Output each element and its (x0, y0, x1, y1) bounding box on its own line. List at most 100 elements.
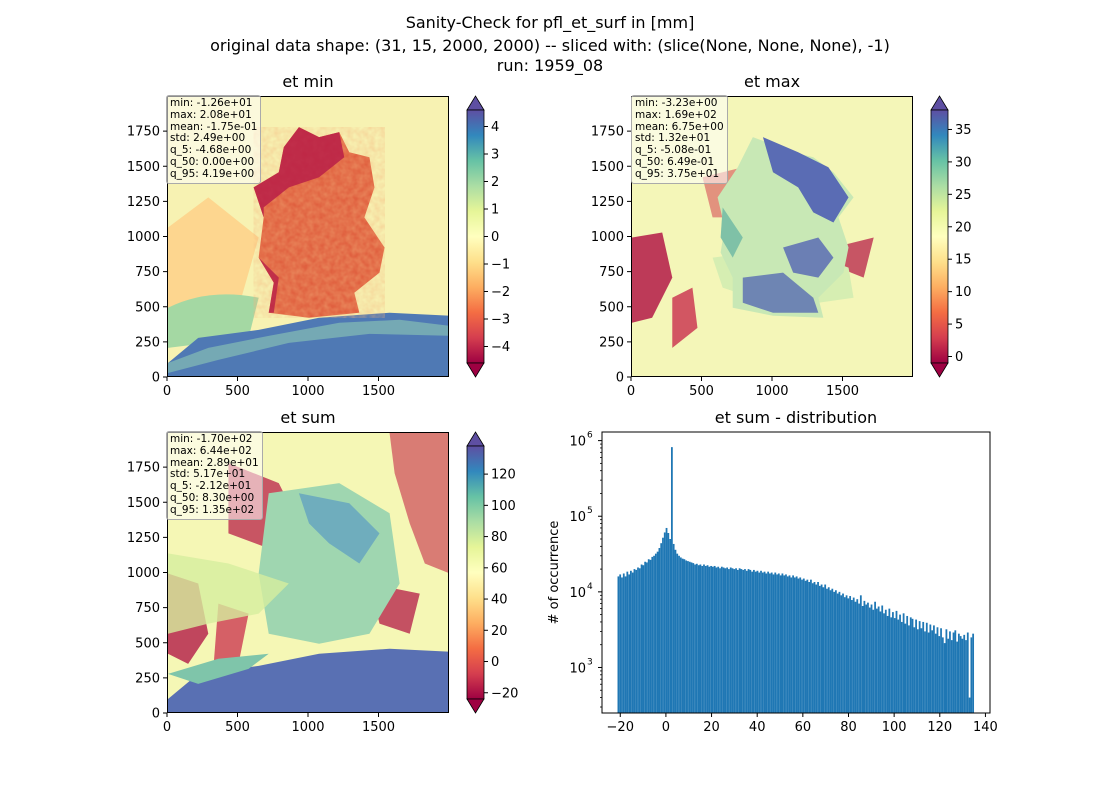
x-tick-label: 100 (882, 720, 907, 735)
histogram-bar (776, 574, 778, 713)
histogram-bar (622, 573, 625, 713)
histogram-bar (865, 604, 868, 713)
histogram-bar (724, 568, 727, 713)
histogram-bar (617, 576, 620, 713)
histogram-bar (747, 569, 750, 713)
histogram-bar (858, 603, 860, 713)
histogram-bar (911, 618, 914, 713)
histogram-bar (961, 638, 964, 713)
histogram-bar (756, 570, 759, 713)
histogram-bar (933, 625, 935, 713)
histogram-bar (772, 574, 775, 713)
histogram-bar (646, 562, 648, 713)
x-tick-label: −20 (607, 720, 634, 735)
histogram-bar (797, 578, 800, 713)
histogram-bar (619, 574, 622, 713)
map-title-et-sum: et sum (280, 408, 336, 427)
histogram-bar (847, 598, 850, 713)
histogram-bar (842, 593, 844, 713)
stat-line: q_50: 6.49e-01 (635, 155, 715, 168)
histogram-bar (843, 597, 846, 713)
stat-line: q_5: -4.68e+00 (170, 144, 252, 157)
histogram-bar (904, 623, 907, 713)
histogram-bar (781, 573, 784, 713)
histogram-bar (897, 619, 900, 713)
histogram-bar (695, 563, 698, 713)
histogram-bar (674, 549, 677, 713)
histogram-bar (970, 637, 973, 713)
histogram-bar (670, 447, 673, 713)
histogram-bar (726, 567, 729, 713)
histogram-bar (799, 577, 802, 713)
histogram-bar (867, 602, 869, 713)
stat-line: q_95: 3.75e+01 (635, 167, 720, 180)
histogram-bar (703, 564, 705, 713)
histogram-bar (637, 567, 639, 713)
figure-title-line-3: run: 1959_08 (496, 56, 604, 75)
stat-line: max: 1.69e+02 (635, 108, 717, 121)
histogram-bar (890, 617, 893, 713)
histogram-bar (806, 579, 809, 713)
histogram-bar (957, 633, 960, 713)
histogram-bar (628, 574, 630, 713)
histogram-bar (786, 576, 789, 713)
histogram-bar (817, 581, 819, 713)
map-image-et-min (168, 97, 448, 376)
histogram-bar (694, 564, 696, 713)
histogram-bar (767, 571, 770, 713)
histogram-bar (849, 596, 852, 713)
histogram-bar (744, 569, 746, 713)
histogram-bar (638, 568, 641, 713)
x-tick-label: 0 (662, 720, 670, 735)
histogram-bar (829, 590, 832, 713)
histogram-bar (827, 587, 830, 713)
histogram-bar (704, 565, 707, 713)
histogram-bar (624, 576, 627, 713)
histogram-bar (949, 631, 951, 713)
histogram-bar (758, 572, 761, 713)
stat-line: min: -1.70e+02 (170, 433, 253, 445)
stats-box-et-sum: min: -1.70e+02 max: 6.44e+02 mean: 2.89e… (166, 431, 263, 520)
histogram-bar (915, 619, 917, 713)
stat-line: q_95: 1.35e+02 (170, 503, 255, 516)
stats-box-et-max: min: -3.23e+00 max: 1.69e+02 mean: 6.75e… (631, 95, 728, 184)
stat-line: q_50: 0.00e+00 (170, 155, 255, 168)
x-tick-label: 20 (703, 720, 720, 735)
histogram-bar (665, 527, 668, 713)
histogram-bar (884, 609, 887, 713)
stat-line: mean: 6.75e+00 (635, 120, 724, 133)
histogram-bar (883, 613, 885, 713)
histogram-bar (783, 575, 786, 713)
y-tick-exponent: 4 (587, 582, 593, 592)
stat-line: std: 5.17e+01 (170, 468, 246, 481)
histogram-bar (754, 571, 757, 713)
stat-line: min: -1.26e+01 (170, 97, 253, 109)
histogram-bar (706, 565, 709, 713)
x-tick-label: 140 (973, 720, 998, 735)
histogram-bar (966, 632, 969, 713)
histogram-bar (656, 551, 659, 713)
x-tick-label: 40 (749, 720, 766, 735)
histogram-bar (852, 597, 855, 713)
histogram-bar (808, 581, 811, 713)
histogram-bar (669, 538, 671, 713)
histogram-bar (761, 572, 764, 713)
histogram-bar (710, 565, 712, 713)
histogram-bar (945, 629, 948, 713)
histogram-bar (833, 591, 835, 713)
histogram-bar (774, 572, 777, 713)
stat-line: std: 2.49e+00 (170, 132, 246, 145)
histogram-bar (826, 588, 828, 713)
x-tick-label: 60 (795, 720, 812, 735)
histogram-bar (920, 628, 923, 713)
histogram-bar (688, 561, 691, 713)
histogram-bar (859, 595, 862, 713)
histogram-bar (792, 575, 794, 713)
histogram-bar (647, 559, 650, 713)
histogram-bar (863, 600, 866, 713)
stat-line: q_5: -5.08e-01 (635, 144, 712, 157)
histogram-bar (936, 627, 939, 713)
histogram-bar (908, 625, 910, 713)
histogram-bar (649, 559, 652, 713)
